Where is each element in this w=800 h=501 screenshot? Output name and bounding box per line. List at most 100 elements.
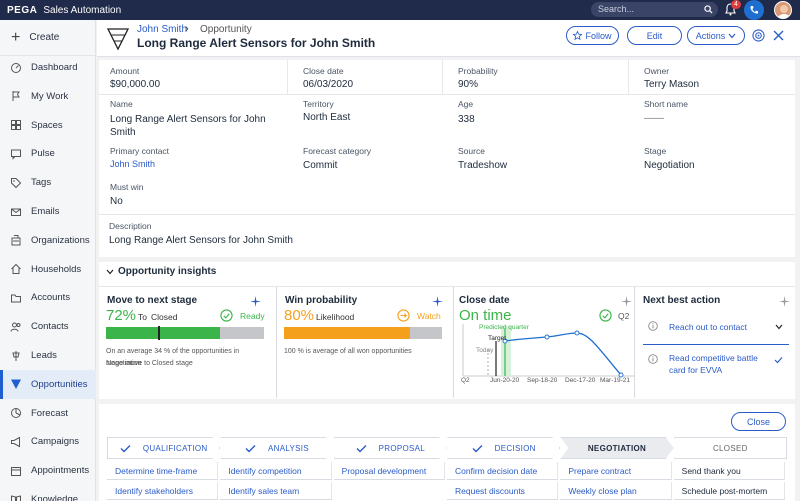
sidebar-item-accounts[interactable]: Accounts bbox=[0, 283, 96, 312]
probability-label: Probability bbox=[458, 66, 498, 76]
sidebar-item-knowledge[interactable]: Knowledge bbox=[0, 485, 96, 501]
sparkle-icon[interactable] bbox=[250, 296, 261, 307]
book-icon bbox=[11, 494, 21, 501]
info-icon bbox=[648, 321, 658, 331]
insights-title: Opportunity insights bbox=[118, 266, 217, 277]
stage-value: Negotiation bbox=[644, 160, 695, 171]
primary-contact-label: Primary contact bbox=[110, 146, 170, 156]
star-icon bbox=[573, 31, 583, 40]
sidebar-item-households[interactable]: Households bbox=[0, 255, 96, 284]
close-date-card: Close date On time Q2 Predicted quarter … bbox=[454, 286, 635, 398]
sidebar-item-tags[interactable]: Tags bbox=[0, 168, 96, 197]
stage-task[interactable]: Confirm decision date bbox=[447, 462, 559, 480]
chevron-down-icon[interactable] bbox=[106, 269, 114, 275]
sidebar-item-pulse[interactable]: Pulse bbox=[0, 139, 96, 168]
stage-task[interactable]: Send thank you bbox=[673, 462, 785, 480]
sidebar-item-label: Leads bbox=[31, 350, 57, 361]
actions-button[interactable]: Actions bbox=[687, 26, 745, 45]
win-sub-label: Likelihood bbox=[316, 312, 355, 322]
stage-label: CLOSED bbox=[712, 443, 748, 453]
sparkle-icon[interactable] bbox=[621, 296, 632, 307]
win-card-title: Win probability bbox=[285, 295, 358, 306]
short-name-value: —— bbox=[644, 113, 664, 124]
sidebar-item-campaigns[interactable]: Campaigns bbox=[0, 427, 96, 456]
nba-action-reach-out[interactable]: Reach out to contact bbox=[669, 322, 747, 332]
breadcrumb-contact-link[interactable]: John Smith bbox=[137, 24, 188, 35]
opportunity-insights-panel: Opportunity insights Move to next stage … bbox=[99, 262, 795, 399]
sidebar-item-label: Organizations bbox=[31, 234, 90, 246]
stage-qualification[interactable]: QUALIFICATION bbox=[107, 437, 220, 459]
target-icon[interactable] bbox=[752, 29, 765, 42]
stage-closed[interactable]: CLOSED bbox=[673, 437, 787, 459]
follow-button[interactable]: Follow bbox=[566, 26, 619, 45]
task-label: Weekly close plan bbox=[568, 485, 637, 496]
task-label: Confirm decision date bbox=[455, 465, 538, 476]
search-icon bbox=[704, 5, 713, 14]
stage-label: QUALIFICATION bbox=[142, 443, 208, 453]
x-tick-mar: Mar-19-21 bbox=[600, 377, 630, 384]
sidebar-item-leads[interactable]: Leads bbox=[0, 341, 96, 370]
owner-value: Terry Mason bbox=[644, 79, 700, 90]
sidebar-item-emails[interactable]: Emails bbox=[0, 197, 96, 226]
user-avatar[interactable] bbox=[774, 1, 792, 19]
stage-task[interactable]: Weekly close plan bbox=[560, 482, 672, 500]
ready-status-icon bbox=[220, 309, 233, 322]
stage-analysis[interactable]: ANALYSIS bbox=[220, 437, 333, 459]
edit-button[interactable]: Edit bbox=[627, 26, 682, 45]
sidebar-item-label: Spaces bbox=[31, 119, 63, 131]
stage-task[interactable]: Schedule post-mortem bbox=[673, 482, 785, 500]
nba-action-battle-card-line2[interactable]: card for EVVA bbox=[669, 365, 723, 375]
nba-action-battle-card-line1[interactable]: Read competitive battle bbox=[669, 353, 758, 363]
move-note-line2: stage move to Closed stage bbox=[106, 360, 193, 367]
owner-label: Owner bbox=[644, 66, 670, 76]
plus-icon: + bbox=[11, 28, 21, 46]
task-label: Send thank you bbox=[681, 465, 741, 476]
task-label: Prepare contract bbox=[568, 465, 632, 476]
sidebar-item-label: Knowledge bbox=[31, 494, 79, 501]
primary-contact-link[interactable]: John Smith bbox=[110, 159, 156, 169]
stage-task[interactable]: Identify competition bbox=[220, 462, 332, 480]
stage-task[interactable]: Proposal development bbox=[333, 462, 445, 480]
search-input[interactable]: Search... bbox=[591, 2, 718, 17]
sparkle-icon[interactable] bbox=[779, 296, 790, 307]
forecast-category-label: Forecast category bbox=[303, 146, 372, 156]
phone-button[interactable] bbox=[744, 0, 764, 20]
sidebar-item-label: Campaigns bbox=[31, 436, 80, 448]
sidebar-item-my-work[interactable]: My Work bbox=[0, 82, 96, 111]
sidebar: + Create Dashboard My Work Spaces Pulse Tags… bbox=[0, 20, 96, 501]
sidebar-item-forecast[interactable]: Forecast bbox=[0, 399, 96, 428]
checkmark-icon[interactable] bbox=[774, 356, 783, 364]
close-date-chart bbox=[462, 324, 635, 378]
sparkle-icon[interactable] bbox=[432, 296, 443, 307]
name-value-line1: Long Range Alert Sensors for John bbox=[110, 114, 266, 125]
checkmark-icon bbox=[356, 444, 367, 453]
stage-task[interactable]: Request discounts bbox=[447, 482, 559, 500]
x-tick-q2: Q2 bbox=[461, 377, 470, 384]
stage-task[interactable]: Identify sales team bbox=[220, 482, 332, 500]
sidebar-item-contacts[interactable]: Contacts bbox=[0, 312, 96, 341]
checkmark-icon bbox=[120, 444, 131, 453]
sidebar-item-appointments[interactable]: Appointments bbox=[0, 456, 96, 485]
close-icon[interactable] bbox=[773, 30, 784, 41]
sidebar-item-dashboard[interactable]: Dashboard bbox=[0, 53, 96, 82]
nba-card-title: Next best action bbox=[643, 295, 721, 306]
close-stage-panel-button[interactable]: Close bbox=[731, 412, 786, 431]
stage-task[interactable]: Determine time-frame bbox=[107, 462, 219, 480]
stage-label: NEGOTIATION bbox=[587, 443, 647, 453]
stage-decision[interactable]: DECISION bbox=[447, 437, 560, 459]
stage-task[interactable]: Prepare contract bbox=[560, 462, 672, 480]
sidebar-item-opportunities[interactable]: Opportunities bbox=[0, 369, 96, 399]
description-value: Long Range Alert Sensors for John Smith bbox=[109, 235, 293, 246]
name-value-line2: Smith bbox=[110, 127, 136, 138]
create-button[interactable]: + Create bbox=[0, 20, 95, 56]
chevron-down-icon[interactable] bbox=[775, 324, 783, 330]
spaces-icon bbox=[11, 120, 21, 131]
actions-label: Actions bbox=[695, 30, 726, 41]
sidebar-item-spaces[interactable]: Spaces bbox=[0, 111, 96, 140]
pega-logo[interactable]: PEGA bbox=[7, 4, 38, 16]
stage-negotiation[interactable]: NEGOTIATION bbox=[560, 437, 673, 459]
stage-task[interactable]: Identify stakeholders bbox=[107, 482, 219, 500]
stage-proposal[interactable]: PROPOSAL bbox=[334, 437, 447, 459]
sidebar-item-organizations[interactable]: Organizations bbox=[0, 226, 96, 255]
sidebar-item-label: Opportunities bbox=[31, 378, 88, 390]
